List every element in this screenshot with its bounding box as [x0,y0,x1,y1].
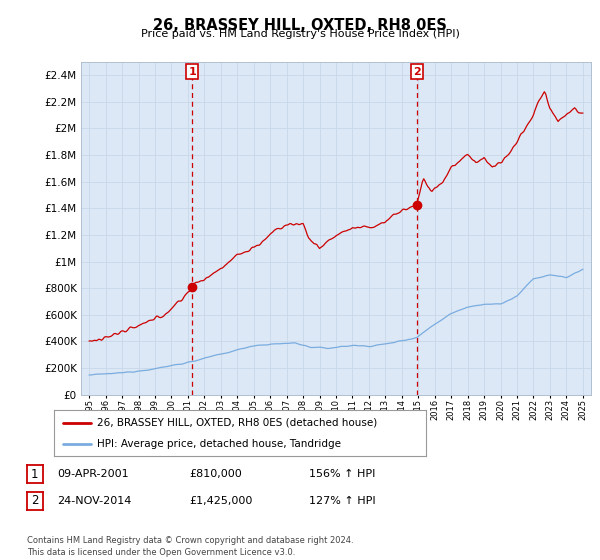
Text: 1: 1 [188,67,196,77]
Text: 2: 2 [31,494,38,507]
Text: 2: 2 [413,67,421,77]
Text: 1: 1 [31,468,38,481]
Text: £810,000: £810,000 [189,469,242,479]
Text: 127% ↑ HPI: 127% ↑ HPI [309,496,376,506]
Text: Price paid vs. HM Land Registry's House Price Index (HPI): Price paid vs. HM Land Registry's House … [140,29,460,39]
Text: 09-APR-2001: 09-APR-2001 [57,469,128,479]
Text: 156% ↑ HPI: 156% ↑ HPI [309,469,376,479]
Text: 24-NOV-2014: 24-NOV-2014 [57,496,131,506]
Text: HPI: Average price, detached house, Tandridge: HPI: Average price, detached house, Tand… [97,439,341,449]
Text: 26, BRASSEY HILL, OXTED, RH8 0ES (detached house): 26, BRASSEY HILL, OXTED, RH8 0ES (detach… [97,418,377,428]
Text: Contains HM Land Registry data © Crown copyright and database right 2024.
This d: Contains HM Land Registry data © Crown c… [27,536,353,557]
Text: 26, BRASSEY HILL, OXTED, RH8 0ES: 26, BRASSEY HILL, OXTED, RH8 0ES [153,18,447,33]
Text: £1,425,000: £1,425,000 [189,496,253,506]
